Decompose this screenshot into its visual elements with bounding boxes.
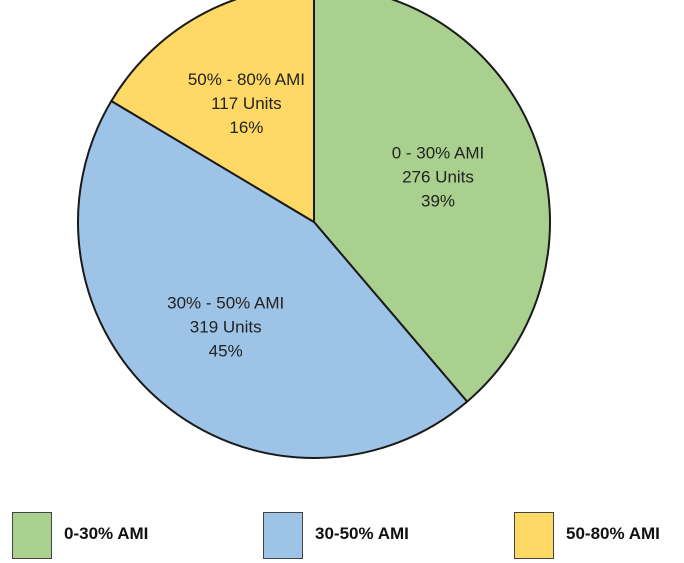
slice-0-30-units-label: 276 Units (402, 167, 474, 186)
legend-label-50-80: 50-80% AMI (566, 524, 660, 543)
slice-50-80-percent-label: 16% (229, 118, 263, 137)
slice-50-80-units-label: 117 Units (211, 94, 282, 113)
pie-slice-50-80 (110, 0, 315, 223)
legend-swatch-0-30 (12, 512, 52, 559)
slice-50-80-category-label: 50% - 80% AMI (188, 70, 305, 89)
legend-swatch-50-80 (514, 512, 554, 559)
pie-chart: 0 - 30% AMI 276 Units 39% 30% - 50% AMI 319 … (77, 0, 551, 459)
slice-30-50-percent-label: 45% (209, 342, 243, 361)
pie-slices (77, 0, 551, 459)
pie-slice-0-30 (313, 0, 551, 403)
legend: 0-30% AMI 30-50% AMI 50-80% AMI (0, 512, 684, 562)
slice-30-50-category-label: 30% - 50% AMI (167, 294, 284, 313)
slice-0-30-category-label: 0 - 30% AMI (392, 143, 485, 162)
legend-label-30-50: 30-50% AMI (315, 524, 409, 543)
pie-slice-30-50 (77, 100, 469, 459)
slice-0-30-percent-label: 39% (421, 191, 455, 210)
legend-label-0-30: 0-30% AMI (64, 524, 149, 543)
slice-labels: 0 - 30% AMI 276 Units 39% 30% - 50% AMI 319 … (167, 70, 484, 361)
legend-swatch-30-50 (263, 512, 303, 559)
slice-30-50-units-label: 319 Units (190, 318, 262, 337)
